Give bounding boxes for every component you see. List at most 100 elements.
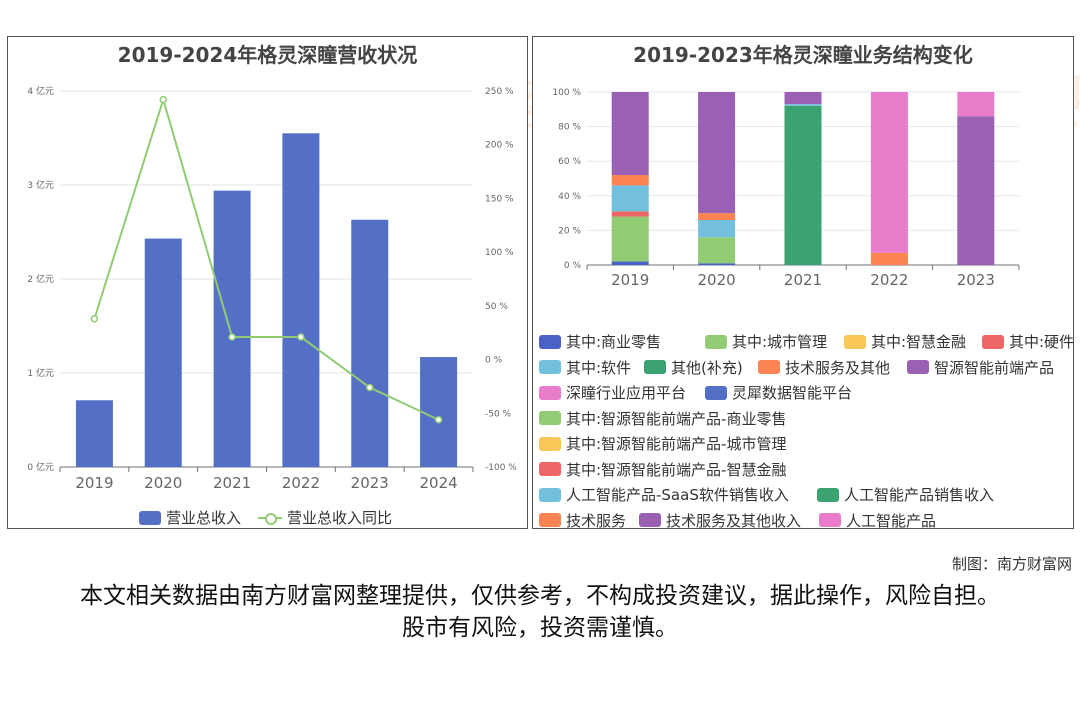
y2-axis-tick-label: -100 %: [485, 463, 517, 473]
bar-revenue: [75, 400, 113, 467]
legend-label: 人工智能产品-SaaS软件销售收入: [566, 486, 789, 504]
legend-label: 其中:智源智能前端产品-城市管理: [566, 435, 787, 453]
legend-swatch: [639, 513, 661, 527]
stack-segment: [611, 261, 649, 265]
legend-label: 其中:智源智能前端产品-商业零售: [566, 409, 787, 428]
point-revenue-yoy: [90, 314, 99, 323]
legend-label: 人工智能产品: [846, 511, 937, 530]
bar-revenue: [144, 238, 182, 467]
legend-item[interactable]: 技术服务: [539, 510, 626, 531]
stack-segment: [611, 185, 649, 212]
legend-swatch: [539, 385, 561, 400]
legend-swatch: [705, 334, 727, 349]
legend-label: 其中:城市管理: [732, 333, 828, 351]
legend-swatch-revenue: [139, 510, 161, 525]
stack-segment: [611, 92, 649, 176]
legend-item[interactable]: 灵犀数据智能平台: [705, 382, 852, 403]
legend-swatch: [539, 513, 561, 527]
bar-revenue: [282, 133, 320, 468]
legend-label: 其中:软件: [566, 358, 632, 377]
legend-item[interactable]: 人工智能产品销售收入: [817, 484, 994, 505]
stack-segment: [957, 116, 995, 265]
legend-swatch: [539, 360, 561, 374]
y-axis-tick-label: 100 %: [552, 88, 581, 98]
y2-axis-tick-label: 50 %: [485, 302, 508, 312]
legend-label-revenue-yoy: 营业总收入同比: [287, 509, 393, 527]
legend-item[interactable]: 智源智能前端产品: [907, 357, 1054, 378]
legend-item[interactable]: 其中:城市管理: [705, 331, 827, 352]
legend-item[interactable]: 技术服务及其他: [758, 357, 890, 378]
y-axis-tick-label: 20 %: [558, 226, 581, 236]
y2-axis-tick-label: 200 %: [485, 141, 514, 151]
y-axis-tick-label: 0 %: [564, 261, 582, 271]
stack-segment: [698, 220, 736, 238]
stack-segment: [784, 104, 822, 106]
legend-item[interactable]: 深瞳行业应用平台: [539, 382, 686, 403]
line-revenue-yoy: [93, 96, 440, 421]
bar-revenue: [213, 190, 251, 467]
revenue-chart-title: 2019-2024年格灵深瞳营收状况: [117, 43, 418, 67]
bar-revenue: [351, 219, 389, 467]
stack-segment: [698, 263, 736, 265]
point-revenue-yoy: [297, 333, 305, 341]
legend-item[interactable]: 其中:智慧金融: [844, 331, 966, 352]
revenue-chart-svg: 0 亿元 1 亿元 2 亿元 3 亿元 4 亿元 -100 % -50 % 0 % 50 % 10…: [27, 85, 517, 492]
legend-label-revenue: 营业总收入: [166, 509, 242, 527]
legend-item[interactable]: 其他(补充): [644, 357, 743, 378]
y2-axis-tick-label: -50 %: [485, 409, 512, 419]
legend-swatch: [817, 487, 839, 502]
point-revenue-yoy: [434, 415, 443, 424]
y-axis-tick-label: 1 亿元: [27, 367, 54, 379]
legend-item[interactable]: 其中:软件: [539, 357, 631, 378]
legend-swatch: [758, 360, 780, 374]
x-axis-tick-label: 2020: [144, 474, 182, 492]
legend-swatch: [539, 462, 561, 476]
stack-segment: [957, 92, 995, 117]
legend-swatch: [539, 487, 561, 502]
stack-segment: [698, 237, 736, 264]
revenue-chart-legend: 营业总收入 营业总收入同比: [8, 37, 529, 530]
revenue-chart-panel: 2019-2024年格灵深瞳营收状况 0 亿元 1 亿元 2 亿元 3 亿元 4 亿元 -…: [7, 36, 528, 529]
stack-segment: [611, 211, 649, 217]
x-axis-tick-label: 2020: [698, 271, 736, 289]
y-axis-tick-label: 0 亿元: [27, 461, 54, 473]
legend-item[interactable]: 人工智能产品-SaaS软件销售收入: [539, 484, 789, 505]
stack-segment: [611, 175, 649, 186]
stack-segment: [611, 216, 649, 262]
legend-item-revenue[interactable]: 营业总收入: [139, 507, 241, 528]
legend-swatch: [539, 411, 561, 425]
legend-item[interactable]: 其中:智源智能前端产品-城市管理: [539, 433, 786, 454]
x-axis-tick-label: 2021: [784, 271, 822, 289]
legend-item[interactable]: 其中:智源智能前端产品-智慧金融: [539, 459, 786, 480]
y2-axis-tick-label: 250 %: [485, 87, 514, 97]
legend-item[interactable]: 技术服务及其他收入: [639, 510, 801, 531]
legend-swatch: [907, 360, 929, 374]
legend-swatch: [819, 513, 841, 527]
y2-axis-tick-label: 0 %: [485, 356, 503, 366]
disclaimer-text: 本文相关数据由南方财富网整理提供，仅供参考，不构成投资建议，据此操作，风险自担。…: [80, 583, 1000, 641]
stack-segment: [698, 213, 736, 221]
structure-chart-panel: 2019-2023年格灵深瞳业务结构变化 0 % 20 % 40 % 60 % 80 %…: [532, 36, 1075, 530]
stack-segment: [870, 92, 908, 253]
legend-item[interactable]: 人工智能产品: [819, 510, 936, 531]
legend-swatch-revenue-yoy: [258, 511, 282, 525]
legend-item[interactable]: 其中:商业零售: [539, 331, 661, 352]
x-axis-tick-label: 2022: [282, 474, 320, 492]
x-axis-tick-label: 2019: [75, 474, 113, 492]
legend-swatch: [644, 360, 666, 374]
point-revenue-yoy: [228, 333, 236, 341]
legend-label: 其中:智源智能前端产品-智慧金融: [566, 460, 787, 479]
bar-revenue: [420, 357, 458, 467]
structure-chart-legend: 其中:商业零售 其中:城市管理 其中:智慧金融 其中:硬件其中:软件 其他(补充) 技术服…: [533, 37, 1075, 530]
legend-label: 技术服务及其他: [785, 358, 891, 377]
legend-label: 技术服务及其他收入: [666, 511, 802, 530]
legend-item[interactable]: 其中:硬件: [982, 331, 1074, 352]
stack-segment: [698, 92, 736, 214]
legend-item[interactable]: 其中:智源智能前端产品-商业零售: [539, 408, 786, 429]
point-revenue-yoy: [159, 95, 167, 104]
legend-label: 技术服务: [566, 511, 627, 530]
legend-label: 灵犀数据智能平台: [732, 384, 853, 402]
y-axis-tick-label: 2 亿元: [27, 273, 54, 285]
legend-item-revenue-yoy[interactable]: 营业总收入同比: [258, 507, 392, 528]
legend-swatch: [539, 334, 561, 349]
